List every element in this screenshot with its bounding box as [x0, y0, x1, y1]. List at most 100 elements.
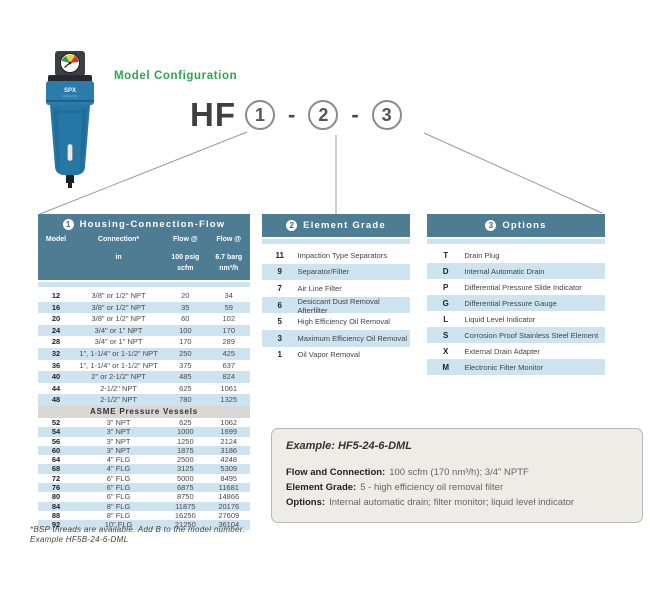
table-row: 68 4" FLG 3125 5309 — [38, 464, 250, 474]
table-row: 44 2-1/2" NPT 625 1061 — [38, 382, 250, 395]
table-row: 76 6" FLG 6875 11681 — [38, 483, 250, 493]
npt-rows: 12 3/8" or 1/2" NPT 20 34 16 3/8" or 1/2… — [38, 290, 250, 406]
options-rows: T Drain Plug D Internal Automatic Drain … — [427, 247, 605, 375]
connection-cell: 1", 1-1/4" or 1-1/2" NPT — [79, 360, 158, 370]
table-row: M Electronic Filter Monitor — [427, 359, 605, 375]
flow-scfm-cell: 6875 — [176, 483, 194, 493]
option-label-cell: Differential Pressure Slide Indicator — [464, 282, 582, 292]
model-cell: 80 — [51, 492, 61, 502]
table-row: 84 8" FLG 11875 20176 — [38, 501, 250, 511]
connection-cell: 3" NPT — [106, 427, 131, 437]
flow-nm-cell: 27609 — [218, 510, 240, 520]
model-cell: 72 — [51, 473, 61, 483]
flow-nm-cell: 425 — [222, 348, 236, 358]
flow-nm-cell: 4248 — [220, 455, 238, 465]
table-row: X External Drain Adapter — [427, 343, 605, 359]
grade-label-cell: High Efficiency Oil Removal — [297, 317, 390, 327]
table-row: 56 3" NPT 1250 2124 — [38, 436, 250, 446]
model-prefix: HF — [190, 96, 236, 133]
grade-label-cell: Maximum Efficiency Oil Removal — [297, 333, 407, 343]
flow-nm-cell: 59 — [224, 302, 233, 312]
table3-header: 3 Options — [427, 214, 605, 237]
flow-scfm-cell: 11875 — [175, 501, 196, 511]
asme-rows: 52 3" NPT 625 1062 54 3" NPT 1000 1699 5… — [38, 417, 250, 530]
flow-scfm-cell: 60 — [181, 314, 190, 324]
flow-scfm-cell: 250 — [179, 348, 192, 358]
example-line-value: 5 - high efficiency oil removal filter — [360, 482, 504, 493]
flow-scfm-cell: 8750 — [176, 492, 194, 502]
option-code-cell: G — [442, 298, 449, 308]
flow-nm-cell: 289 — [222, 337, 236, 347]
divider-band — [427, 239, 605, 244]
dash-separator: - — [288, 102, 296, 127]
model-cell: 36 — [51, 360, 61, 370]
flow-nm-cell: 1699 — [220, 427, 238, 437]
col-header-flow-barg-unit1: 6.7 barg — [215, 254, 243, 261]
option-code-cell: X — [443, 346, 449, 356]
flow-nm-cell: 11681 — [218, 483, 239, 493]
model-cell: 48 — [51, 395, 61, 405]
filter-head — [46, 81, 94, 105]
table-row: 80 6" FLG 8750 14866 — [38, 492, 250, 502]
table-row: 72 6" FLG 5000 8495 — [38, 473, 250, 484]
model-cell: 28 — [51, 337, 61, 347]
flow-scfm-cell: 780 — [179, 395, 192, 405]
example-line: Options: Internal automatic drain; filter… — [286, 495, 628, 510]
table-row: 28 3/4" or 1" NPT 170 289 — [38, 336, 250, 348]
col-header-flow-psig: Flow @ — [172, 236, 198, 243]
model-cell: 60 — [51, 445, 61, 455]
grade-label-cell: Air Line Filter — [297, 283, 342, 293]
example-lines: Flow and Connection: 100 scfm (170 nm³/h)… — [286, 465, 628, 510]
table-row: 12 3/8" or 1/2" NPT 20 34 — [38, 290, 250, 302]
connection-cell: 6" FLG — [106, 492, 131, 502]
grade-label-cell: Oil Vapor Removal — [297, 350, 360, 360]
option-code-cell: L — [443, 314, 449, 324]
table-row: 36 1", 1-1/4" or 1-1/2" NPT 375 637 — [38, 359, 250, 372]
position-3-circle: 3 — [371, 100, 402, 130]
model-cell: 20 — [51, 314, 61, 324]
page-title: Model Configuration — [114, 70, 238, 82]
flow-nm-cell: 170 — [222, 325, 236, 335]
model-cell: 84 — [51, 501, 61, 511]
grade-code-cell: 6 — [277, 301, 282, 311]
connection-cell: 3" NPT — [106, 445, 131, 455]
connection-cell: 2-1/2" NPT — [100, 395, 137, 405]
option-label-cell: Drain Plug — [464, 250, 500, 260]
grade-code-cell: 9 — [277, 267, 282, 277]
table-row: 32 1", 1-1/4" or 1-1/2" NPT 250 425 — [38, 347, 250, 360]
element-grade-table: 2 Element Grade 11 Impaction Type Separa… — [262, 214, 410, 364]
options-table: 3 Options T Drain Plug D Internal Automa… — [427, 214, 605, 375]
flow-scfm-cell: 3125 — [176, 464, 194, 474]
option-label-cell: Corrosion Proof Stainless Steel Element — [464, 330, 599, 340]
grade-code-cell: 5 — [277, 317, 282, 327]
option-label-cell: Electronic Filter Monitor — [464, 362, 544, 372]
connection-cell: 3/8" or 1/2" NPT — [91, 314, 146, 324]
model-cell: 76 — [51, 483, 61, 493]
divider-band — [262, 239, 410, 244]
filter-bowl — [50, 105, 90, 175]
table3-number-badge: 3 — [485, 220, 497, 231]
model-cell: 32 — [51, 348, 61, 358]
table-row: P Differential Pressure Slide Indicator — [427, 279, 605, 295]
example-line: Element Grade: 5 - high efficiency oil re… — [286, 480, 628, 495]
flow-nm-cell: 14866 — [218, 492, 240, 502]
brand-label: SPX — [64, 88, 76, 94]
flow-scfm-cell: 35 — [181, 302, 190, 312]
table1-number-badge: 1 — [62, 219, 74, 230]
flow-nm-cell: 102 — [222, 314, 236, 324]
flow-scfm-cell: 16250 — [174, 510, 196, 520]
option-label-cell: Liquid Level Indicator — [464, 314, 536, 324]
connection-cell: 8" FLG — [106, 510, 131, 520]
model-cell: 52 — [51, 417, 61, 427]
grade-code-cell: 3 — [277, 333, 282, 343]
flow-scfm-cell: 1000 — [176, 427, 194, 437]
example-line-value: Internal automatic drain; filter monitor… — [329, 497, 575, 508]
housing-connection-flow-table: 1 Housing-Connection-Flow Model Connecti… — [38, 214, 250, 530]
example-line: Flow and Connection: 100 scfm (170 nm³/h)… — [286, 465, 628, 480]
flow-nm-cell: 36104 — [218, 520, 240, 530]
flow-nm-cell: 5309 — [220, 464, 238, 474]
table-row: 5 High Efficiency Oil Removal — [262, 313, 410, 330]
example-title: Example: HF5-24-6-DML — [286, 440, 412, 452]
connection-cell: 3/8" or 1/2" NPT — [91, 302, 146, 312]
